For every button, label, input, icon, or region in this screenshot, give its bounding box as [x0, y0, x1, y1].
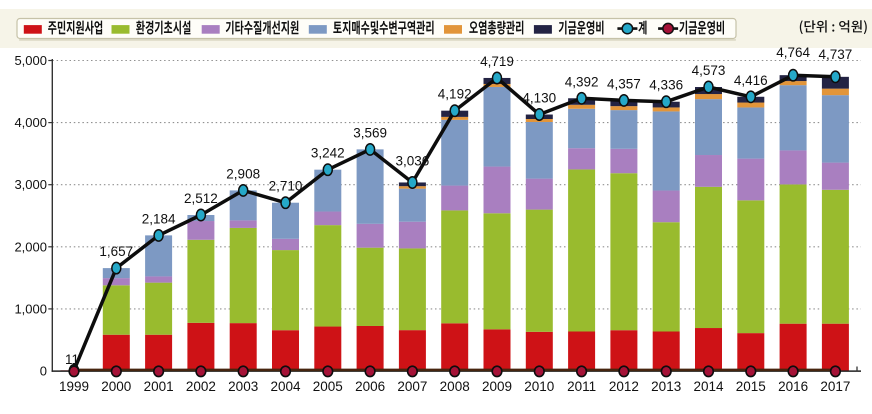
svg-text:2016: 2016 [778, 379, 808, 394]
svg-text:2014: 2014 [693, 379, 724, 394]
svg-text:0: 0 [40, 364, 47, 379]
svg-text:3,036: 3,036 [396, 154, 430, 169]
svg-text:4,336: 4,336 [649, 78, 683, 93]
svg-text:2001: 2001 [144, 379, 174, 394]
svg-text:2,000: 2,000 [14, 239, 47, 254]
svg-text:2007: 2007 [397, 379, 427, 394]
svg-text:2011: 2011 [567, 379, 596, 394]
svg-text:2000: 2000 [101, 379, 131, 394]
svg-text:2,710: 2,710 [269, 179, 303, 194]
svg-text:4,130: 4,130 [522, 91, 556, 106]
svg-text:2006: 2006 [355, 379, 385, 394]
svg-text:2,184: 2,184 [142, 211, 176, 226]
svg-text:4,000: 4,000 [14, 115, 47, 130]
svg-text:2002: 2002 [186, 379, 216, 394]
svg-text:2,908: 2,908 [226, 166, 260, 181]
svg-text:2,512: 2,512 [184, 191, 218, 206]
svg-text:1999: 1999 [59, 379, 89, 394]
svg-text:2005: 2005 [313, 379, 343, 394]
svg-text:3,569: 3,569 [353, 125, 387, 140]
svg-text:4,737: 4,737 [819, 47, 853, 62]
svg-text:2013: 2013 [651, 379, 681, 394]
svg-text:2009: 2009 [482, 379, 512, 394]
svg-text:4,392: 4,392 [565, 74, 599, 89]
svg-text:4,573: 4,573 [692, 63, 726, 78]
svg-text:1,000: 1,000 [14, 301, 47, 316]
svg-text:3,000: 3,000 [14, 177, 47, 192]
svg-text:2017: 2017 [820, 379, 850, 394]
svg-text:4,764: 4,764 [776, 45, 810, 60]
svg-text:2012: 2012 [609, 379, 639, 394]
svg-text:3,242: 3,242 [311, 146, 345, 161]
svg-text:2010: 2010 [524, 379, 554, 394]
svg-text:4,357: 4,357 [607, 76, 641, 91]
svg-text:2004: 2004 [270, 379, 301, 394]
svg-text:11: 11 [65, 352, 79, 367]
svg-text:2003: 2003 [228, 379, 258, 394]
svg-text:4,719: 4,719 [480, 54, 514, 69]
svg-text:4,192: 4,192 [438, 87, 472, 102]
svg-text:2015: 2015 [736, 379, 766, 394]
svg-text:2008: 2008 [440, 379, 470, 394]
svg-text:4,416: 4,416 [734, 73, 768, 88]
svg-text:1,657: 1,657 [99, 244, 133, 259]
svg-text:5,000: 5,000 [14, 53, 47, 68]
